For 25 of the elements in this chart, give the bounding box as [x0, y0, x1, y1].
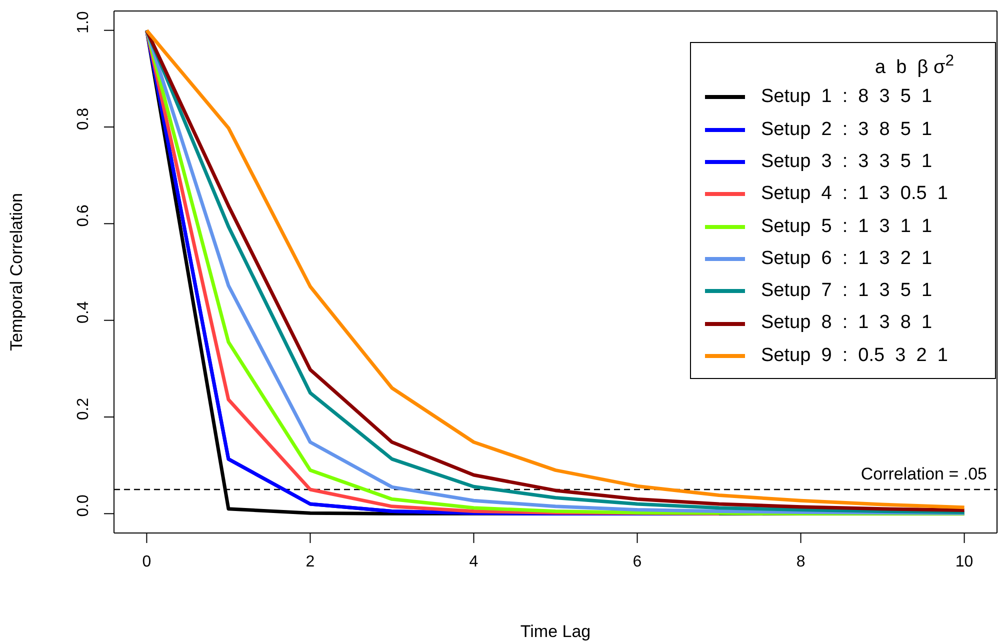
x-tick-label: 0: [142, 553, 152, 570]
x-tick-label: 8: [796, 553, 806, 570]
y-tick-label: 0.0: [75, 494, 92, 517]
x-tick-label: 2: [306, 553, 315, 570]
y-tick-label: 0.6: [75, 204, 92, 227]
y-tick-label: 0.2: [75, 398, 92, 420]
y-tick-label: 0.4: [75, 301, 92, 324]
ref-line-label: Correlation = .05: [860, 464, 987, 484]
x-axis-title: Time Lag: [520, 622, 591, 641]
x-tick-label: 4: [469, 553, 478, 570]
x-tick-label: 10: [955, 553, 974, 570]
y-tick-label: 1.0: [75, 11, 92, 34]
legend-label: Setup 4 : 1 3 0.5 1: [761, 182, 948, 206]
legend-label: Setup 1 : 8 3 5 1: [761, 85, 932, 110]
x-tick-label: 6: [632, 553, 642, 570]
legend-label: Setup 7 : 1 3 5 1: [761, 279, 932, 304]
legend-title: a b β σ$^{2}$: [875, 53, 954, 78]
y-axis-title: Temporal Correlation: [7, 193, 26, 351]
legend-label: Setup 5 : 1 3 1 1: [761, 214, 932, 239]
legend-label: Setup 6 : 1 3 2 1: [761, 246, 932, 271]
y-tick-label: 0.8: [75, 108, 92, 130]
legend-label: Setup 8 : 1 3 8 1: [761, 311, 932, 336]
legend-label: Setup 9 : 0.5 3 2 1: [761, 344, 948, 368]
legend-label: Setup 3 : 3 3 5 1: [761, 150, 932, 174]
legend-label: Setup 2 : 3 8 5 1: [761, 118, 932, 142]
